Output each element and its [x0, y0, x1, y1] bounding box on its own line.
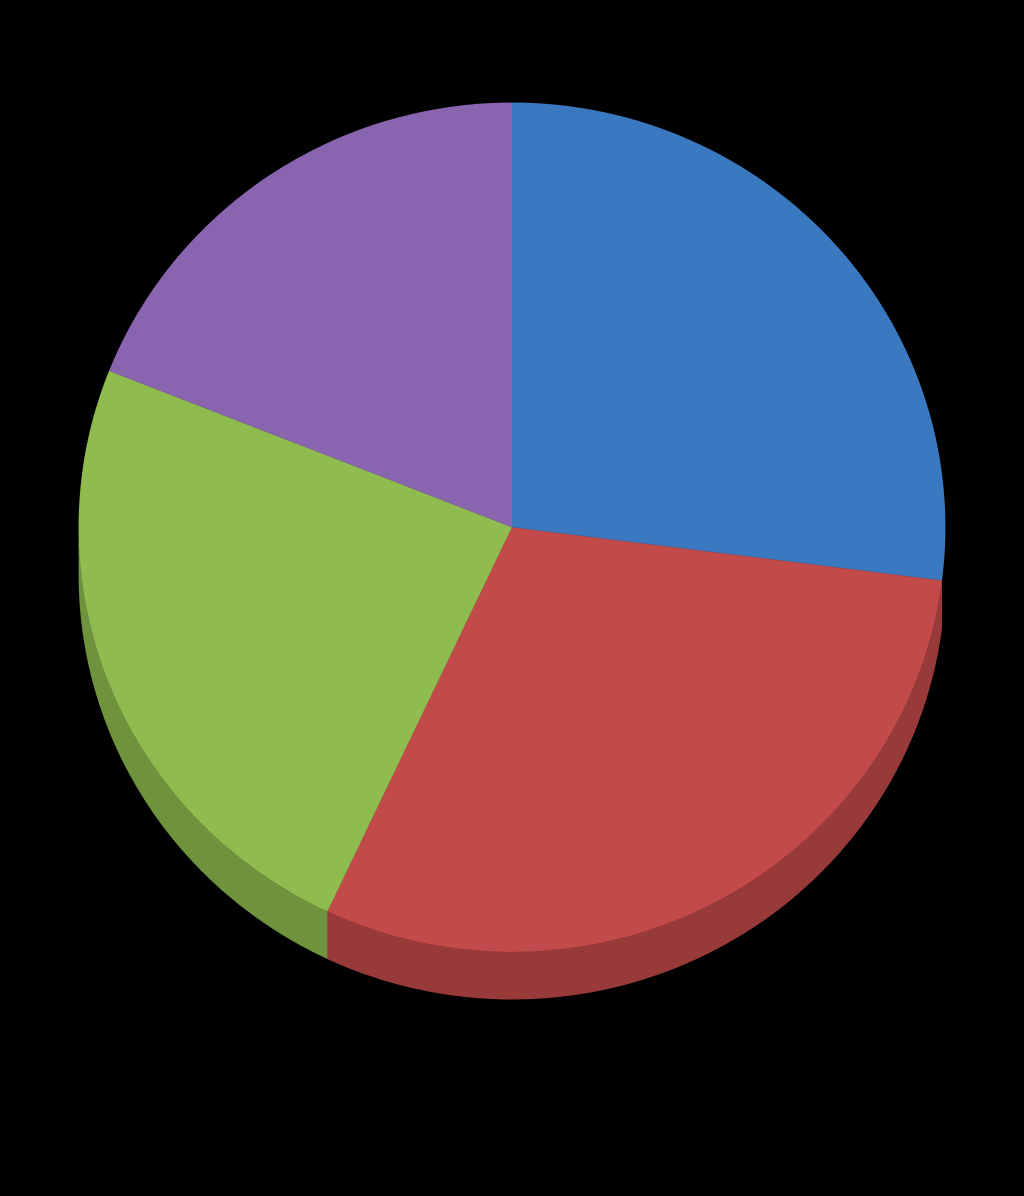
pie-slice — [512, 102, 945, 580]
pie-top — [79, 102, 946, 952]
pie-chart-3d — [52, 90, 972, 1050]
